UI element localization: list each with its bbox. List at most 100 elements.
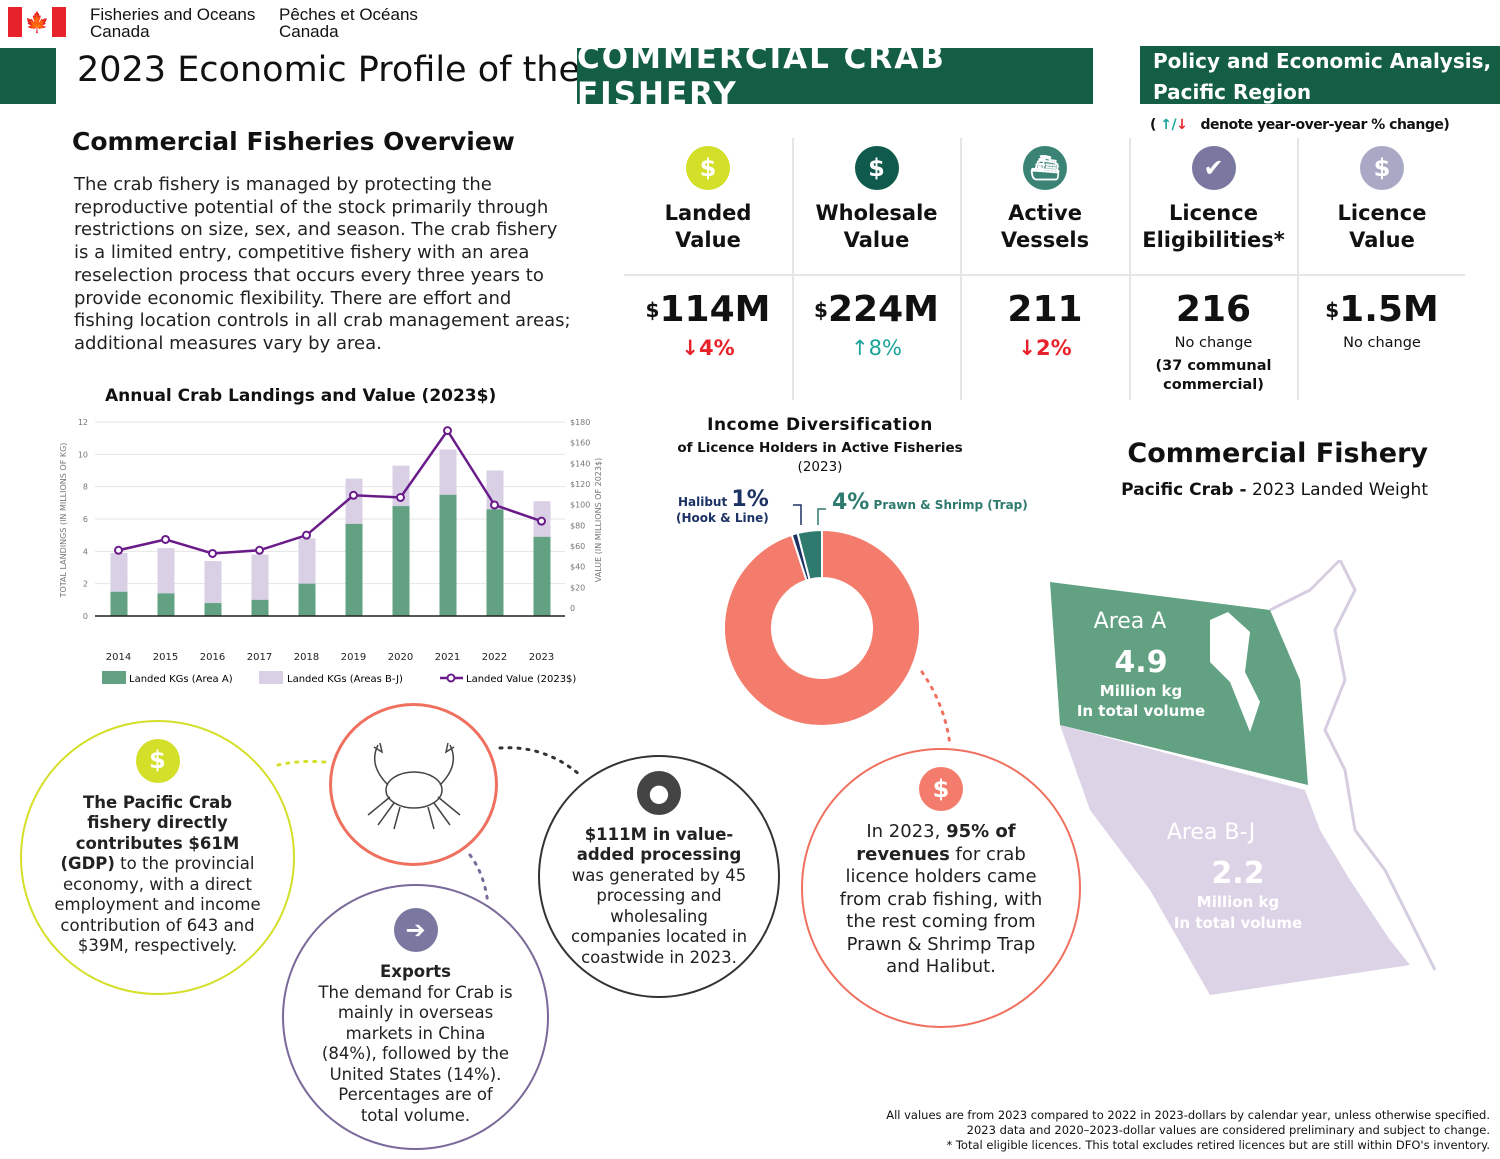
y-tick-label: 10 <box>78 450 88 459</box>
dollar-icon: $ <box>854 146 899 190</box>
fishery-title: COMMERCIAL CRAB FISHERY <box>577 40 1093 112</box>
y2-tick-label: $40 <box>570 563 585 572</box>
x-tick-label: 2018 <box>294 652 319 663</box>
stat-label-line1: Licence <box>1169 201 1258 225</box>
dollar-icon: $ <box>1360 146 1404 190</box>
stat-number: 211 <box>1007 289 1083 330</box>
stat-sub: No change <box>1343 335 1421 351</box>
legend-paren: ( <box>1150 117 1156 133</box>
dotted-connector <box>276 759 327 767</box>
value-point <box>302 530 311 540</box>
stat-prefix: $ <box>814 298 828 322</box>
value-point <box>443 426 452 436</box>
processing-bold: $111M in value-added processing <box>576 824 742 865</box>
y2-tick-label: 0 <box>570 604 575 613</box>
x-tick-label: 2020 <box>388 652 413 663</box>
stat-change: ↓4% <box>681 336 735 360</box>
y2-tick-label: $100 <box>570 501 590 510</box>
stat-label: Licence Value <box>1298 200 1466 280</box>
y2-tick-label: $140 <box>570 459 590 468</box>
legend-swatch-areas-bj <box>259 671 283 684</box>
area-bj-name: Area B-J <box>1167 820 1255 845</box>
legend-area-a: Landed KGs (Area A) <box>129 674 233 685</box>
x-tick-label: 2014 <box>106 652 131 663</box>
bar-areas-bj <box>298 538 316 584</box>
prawn-label: 4% Prawn & Shrimp (Trap) <box>832 490 1028 515</box>
value-point <box>537 516 546 526</box>
x-tick-label: 2019 <box>341 652 366 663</box>
stat-change: ↑8% <box>851 336 902 360</box>
stat-number: 1.5M <box>1339 289 1439 330</box>
dollar-icon: $ <box>919 767 963 812</box>
stat-4: $ Licence Value $1.5M No change <box>1298 138 1466 400</box>
y2-tick-label: $180 <box>570 418 590 427</box>
value-point <box>396 492 405 502</box>
stat-label-line1: Licence <box>1337 201 1427 225</box>
y-axis-label: TOTAL LANDINGS (IN MILLIONS OF KG) <box>59 443 68 599</box>
x-tick-label: 2016 <box>200 652 225 663</box>
x-tick-label: 2017 <box>247 652 272 663</box>
donut-title-block: Income Diversification of Licence Holder… <box>620 415 1020 475</box>
donut-title: Income Diversification <box>707 415 933 435</box>
map-subtitle: Pacific Crab - 2023 Landed Weight <box>1121 480 1428 500</box>
donut-slice <box>790 531 811 582</box>
canada-flag-logo: 🍁 <box>8 7 66 37</box>
stat-sub: No change <box>1174 335 1253 351</box>
bar-areas-bj <box>251 554 269 600</box>
stat-value: $224M <box>793 290 961 330</box>
value-point <box>490 500 499 510</box>
gdp-text: to the provincial economy, with a direct… <box>54 854 261 955</box>
revenue-bold: 95% of revenues <box>856 821 1016 865</box>
area-a-desc: In total volume <box>1077 702 1205 720</box>
y2-tick-label: $80 <box>570 521 585 530</box>
bar-areas-bj <box>204 561 222 604</box>
location-pin-icon: ● <box>637 770 681 815</box>
exports-circle: ➔ Exports The demand for Crab is mainly … <box>282 884 549 1150</box>
crab-icon <box>367 742 460 829</box>
y2-tick-label: $20 <box>570 583 585 592</box>
stat-label-line1: Active <box>1008 201 1082 225</box>
y2-tick-label: $160 <box>570 439 590 448</box>
stat-number: 224M <box>827 289 939 330</box>
branch-line2: Pacific Region <box>1153 80 1312 104</box>
stat-sub2: (37 communal commercial) <box>1155 358 1272 393</box>
processing-circle: ● $111M in value-added processing was ge… <box>538 755 780 998</box>
stat-divider <box>960 138 962 400</box>
donut-year: (2023) <box>797 459 843 475</box>
bar-area-a <box>204 603 222 616</box>
stat-label: Landed Value <box>624 200 792 280</box>
prawn-pct: 4% <box>832 490 870 515</box>
stat-1: $ Wholesale Value $224M ↑8% <box>793 138 961 400</box>
stat-change: ↓2% <box>1018 336 1072 360</box>
prawn-leader <box>817 508 826 525</box>
area-a-name: Area A <box>1094 609 1167 634</box>
footnotes: All values are from 2023 compared to 202… <box>886 1108 1490 1153</box>
y2-tick-label: $60 <box>570 542 585 551</box>
bar-area-a <box>110 591 128 616</box>
area-bj-unit: Million kg <box>1197 893 1279 911</box>
arrow-right-icon: ➔ <box>393 908 438 952</box>
dept-en-line1: Fisheries and Oceans <box>90 5 256 24</box>
bar-areas-bj <box>157 548 175 594</box>
stat-label-line1: Landed <box>664 201 752 225</box>
area-a-unit: Million kg <box>1100 682 1182 700</box>
revenue-text-lead: In 2023, <box>866 821 947 843</box>
stat-number: 114M <box>659 289 771 330</box>
bc-coast-map: Area A 4.9 Million kg In total volume Ar… <box>1050 560 1437 995</box>
stat-value: 216 <box>1130 290 1298 330</box>
stat-label-line2: Value <box>675 228 741 252</box>
stat-label: Wholesale Value <box>793 200 961 280</box>
y2-tick-label: $120 <box>570 480 590 489</box>
stat-label: Active Vessels <box>961 200 1129 280</box>
exports-title: Exports <box>380 962 451 981</box>
value-point <box>255 545 264 555</box>
stat-0: $ Landed Value $114M ↓4% <box>624 138 792 400</box>
coastline <box>1269 560 1437 971</box>
checkmark-icon: ✔ <box>1191 146 1236 190</box>
value-point <box>114 545 123 555</box>
stat-3: ✔ Licence Eligibilities* 216 No change (37 … <box>1130 138 1298 400</box>
bar-areas-bj <box>345 478 363 524</box>
crab-circle <box>329 703 498 866</box>
donut-slice <box>722 528 921 727</box>
area-bj-value: 2.2 <box>1211 856 1264 891</box>
